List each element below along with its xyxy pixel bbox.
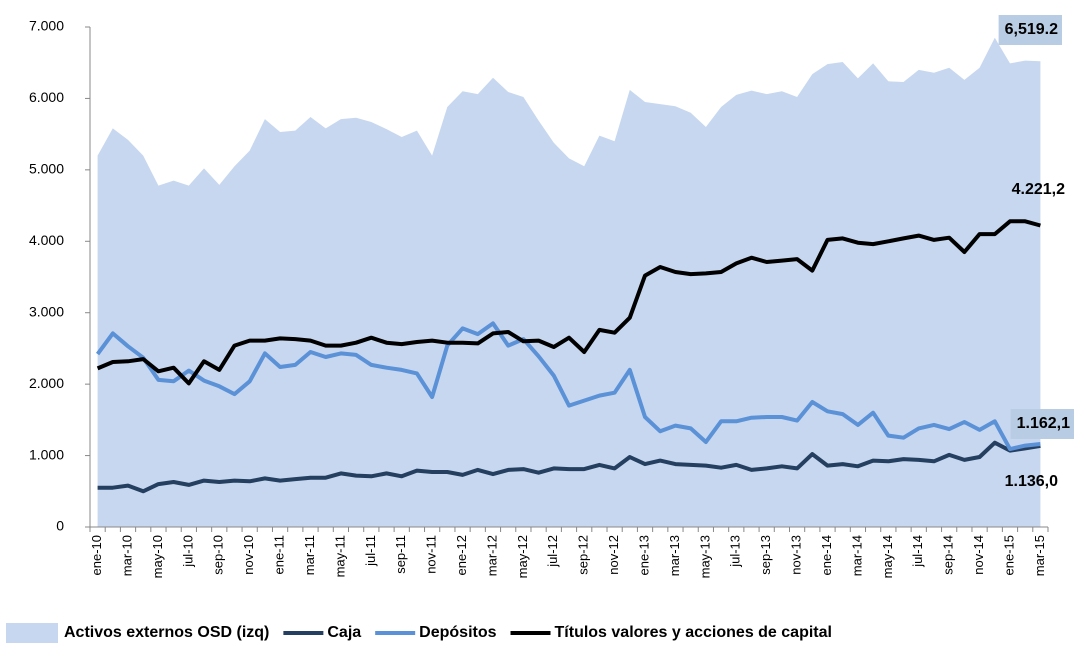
- y-tick-label: 7.000: [29, 18, 64, 34]
- x-tick-label: sep-10: [211, 535, 226, 575]
- x-tick-label: nov-11: [424, 535, 439, 574]
- y-tick-label: 3.000: [29, 303, 64, 319]
- legend-label: Depósitos: [419, 624, 496, 641]
- data-label: 1.162,1: [1017, 415, 1070, 432]
- x-tick-label: ene-15: [1001, 535, 1016, 575]
- x-tick-label: may-13: [697, 535, 712, 578]
- x-tick-label: ene-11: [272, 535, 287, 575]
- y-tick-label: 6.000: [29, 89, 64, 105]
- x-tick-label: mar-10: [119, 535, 134, 576]
- x-tick-label: ene-12: [454, 535, 469, 575]
- x-tick-label: may-14: [880, 535, 895, 578]
- legend-label: Activos externos OSD (izq): [64, 624, 269, 641]
- x-tick-label: may-11: [332, 535, 347, 577]
- x-tick-label: jul-11: [363, 535, 378, 567]
- x-tick-label: nov-12: [606, 535, 621, 575]
- x-tick-label: ene-13: [636, 535, 651, 575]
- x-tick-label: mar-11: [302, 535, 317, 575]
- x-tick-label: ene-10: [89, 535, 104, 575]
- line: [96, 219, 1041, 386]
- x-tick-label: may-12: [515, 535, 530, 578]
- area: [97, 37, 1041, 527]
- data-label: 4.221,2: [1012, 181, 1065, 198]
- data-label-box: [998, 15, 1062, 45]
- series-layer: [95, 37, 1041, 527]
- x-tick-label: sep-13: [758, 535, 773, 575]
- x-tick-label: jul-13: [728, 535, 743, 568]
- x-tick-label: sep-11: [393, 535, 408, 574]
- y-tick-label: 2.000: [29, 375, 64, 391]
- x-tick-label: mar-14: [849, 535, 864, 576]
- data-label: 1.136,0: [1005, 473, 1058, 490]
- x-tick-label: sep-12: [576, 535, 591, 575]
- line: [95, 321, 1041, 452]
- x-tick-label: nov-13: [789, 535, 804, 575]
- data-label: 6,519.2: [1005, 21, 1058, 38]
- x-tick-label: may-10: [150, 535, 165, 578]
- legend-swatch: [6, 623, 58, 643]
- x-tick-label: mar-15: [1032, 535, 1047, 576]
- x-tick-label: nov-14: [971, 535, 986, 575]
- y-tick-label: 1.000: [29, 446, 64, 462]
- x-tick-label: mar-12: [484, 535, 499, 576]
- x-tick-label: jul-10: [180, 535, 195, 568]
- x-tick-label: mar-13: [667, 535, 682, 576]
- x-tick-label: jul-14: [910, 535, 925, 568]
- data-label-box: [1010, 409, 1074, 439]
- line: [97, 440, 1041, 494]
- x-tick-label: jul-12: [545, 535, 560, 568]
- legend-label: Títulos valores y acciones de capital: [555, 624, 832, 641]
- x-tick-label: nov-10: [241, 535, 256, 575]
- y-tick-label: 5.000: [29, 161, 64, 177]
- y-tick-label: 4.000: [29, 232, 64, 248]
- legend-label: Caja: [327, 624, 361, 641]
- x-tick-label: ene-14: [819, 535, 834, 575]
- y-tick-label: 0: [56, 518, 64, 534]
- x-tick-label: sep-14: [941, 535, 956, 575]
